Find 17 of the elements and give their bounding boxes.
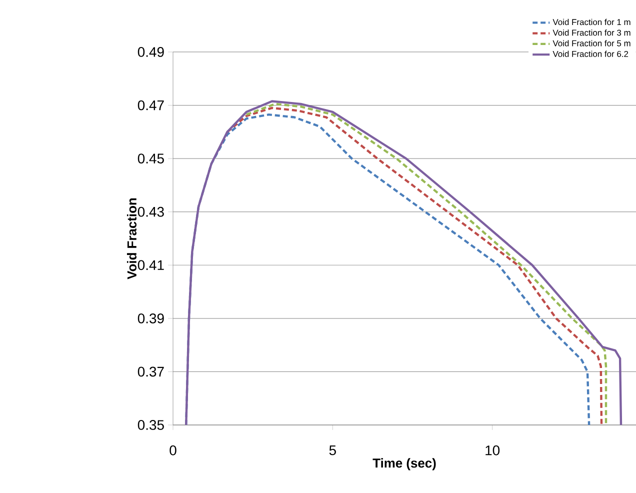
y-axis-title: Void Fraction: [126, 198, 136, 280]
y-tick-label: 0.35: [138, 420, 164, 430]
y-tick-label: 0.49: [138, 47, 164, 57]
legend-label: Void Fraction for 1 m: [552, 18, 630, 26]
y-tick-label: 0.41: [138, 260, 164, 270]
y-tick-label: 0.47: [138, 100, 164, 110]
legend-label: Void Fraction for 5 m: [552, 40, 630, 46]
x-tick-label: 5: [329, 445, 336, 456]
y-tick-label: 0.37: [138, 366, 164, 377]
x-tick-label: 10: [486, 445, 500, 456]
y-tick-label: 0.43: [138, 206, 164, 217]
legend-label: Void Fraction for 6.2: [552, 50, 628, 57]
y-tick-label: 0.45: [138, 154, 164, 164]
legend-label: Void Fraction for 3 m: [552, 29, 630, 36]
x-tick-label: 0: [170, 445, 176, 456]
x-axis-title: Time (sec): [372, 458, 436, 470]
y-tick-label: 0.39: [138, 313, 164, 324]
